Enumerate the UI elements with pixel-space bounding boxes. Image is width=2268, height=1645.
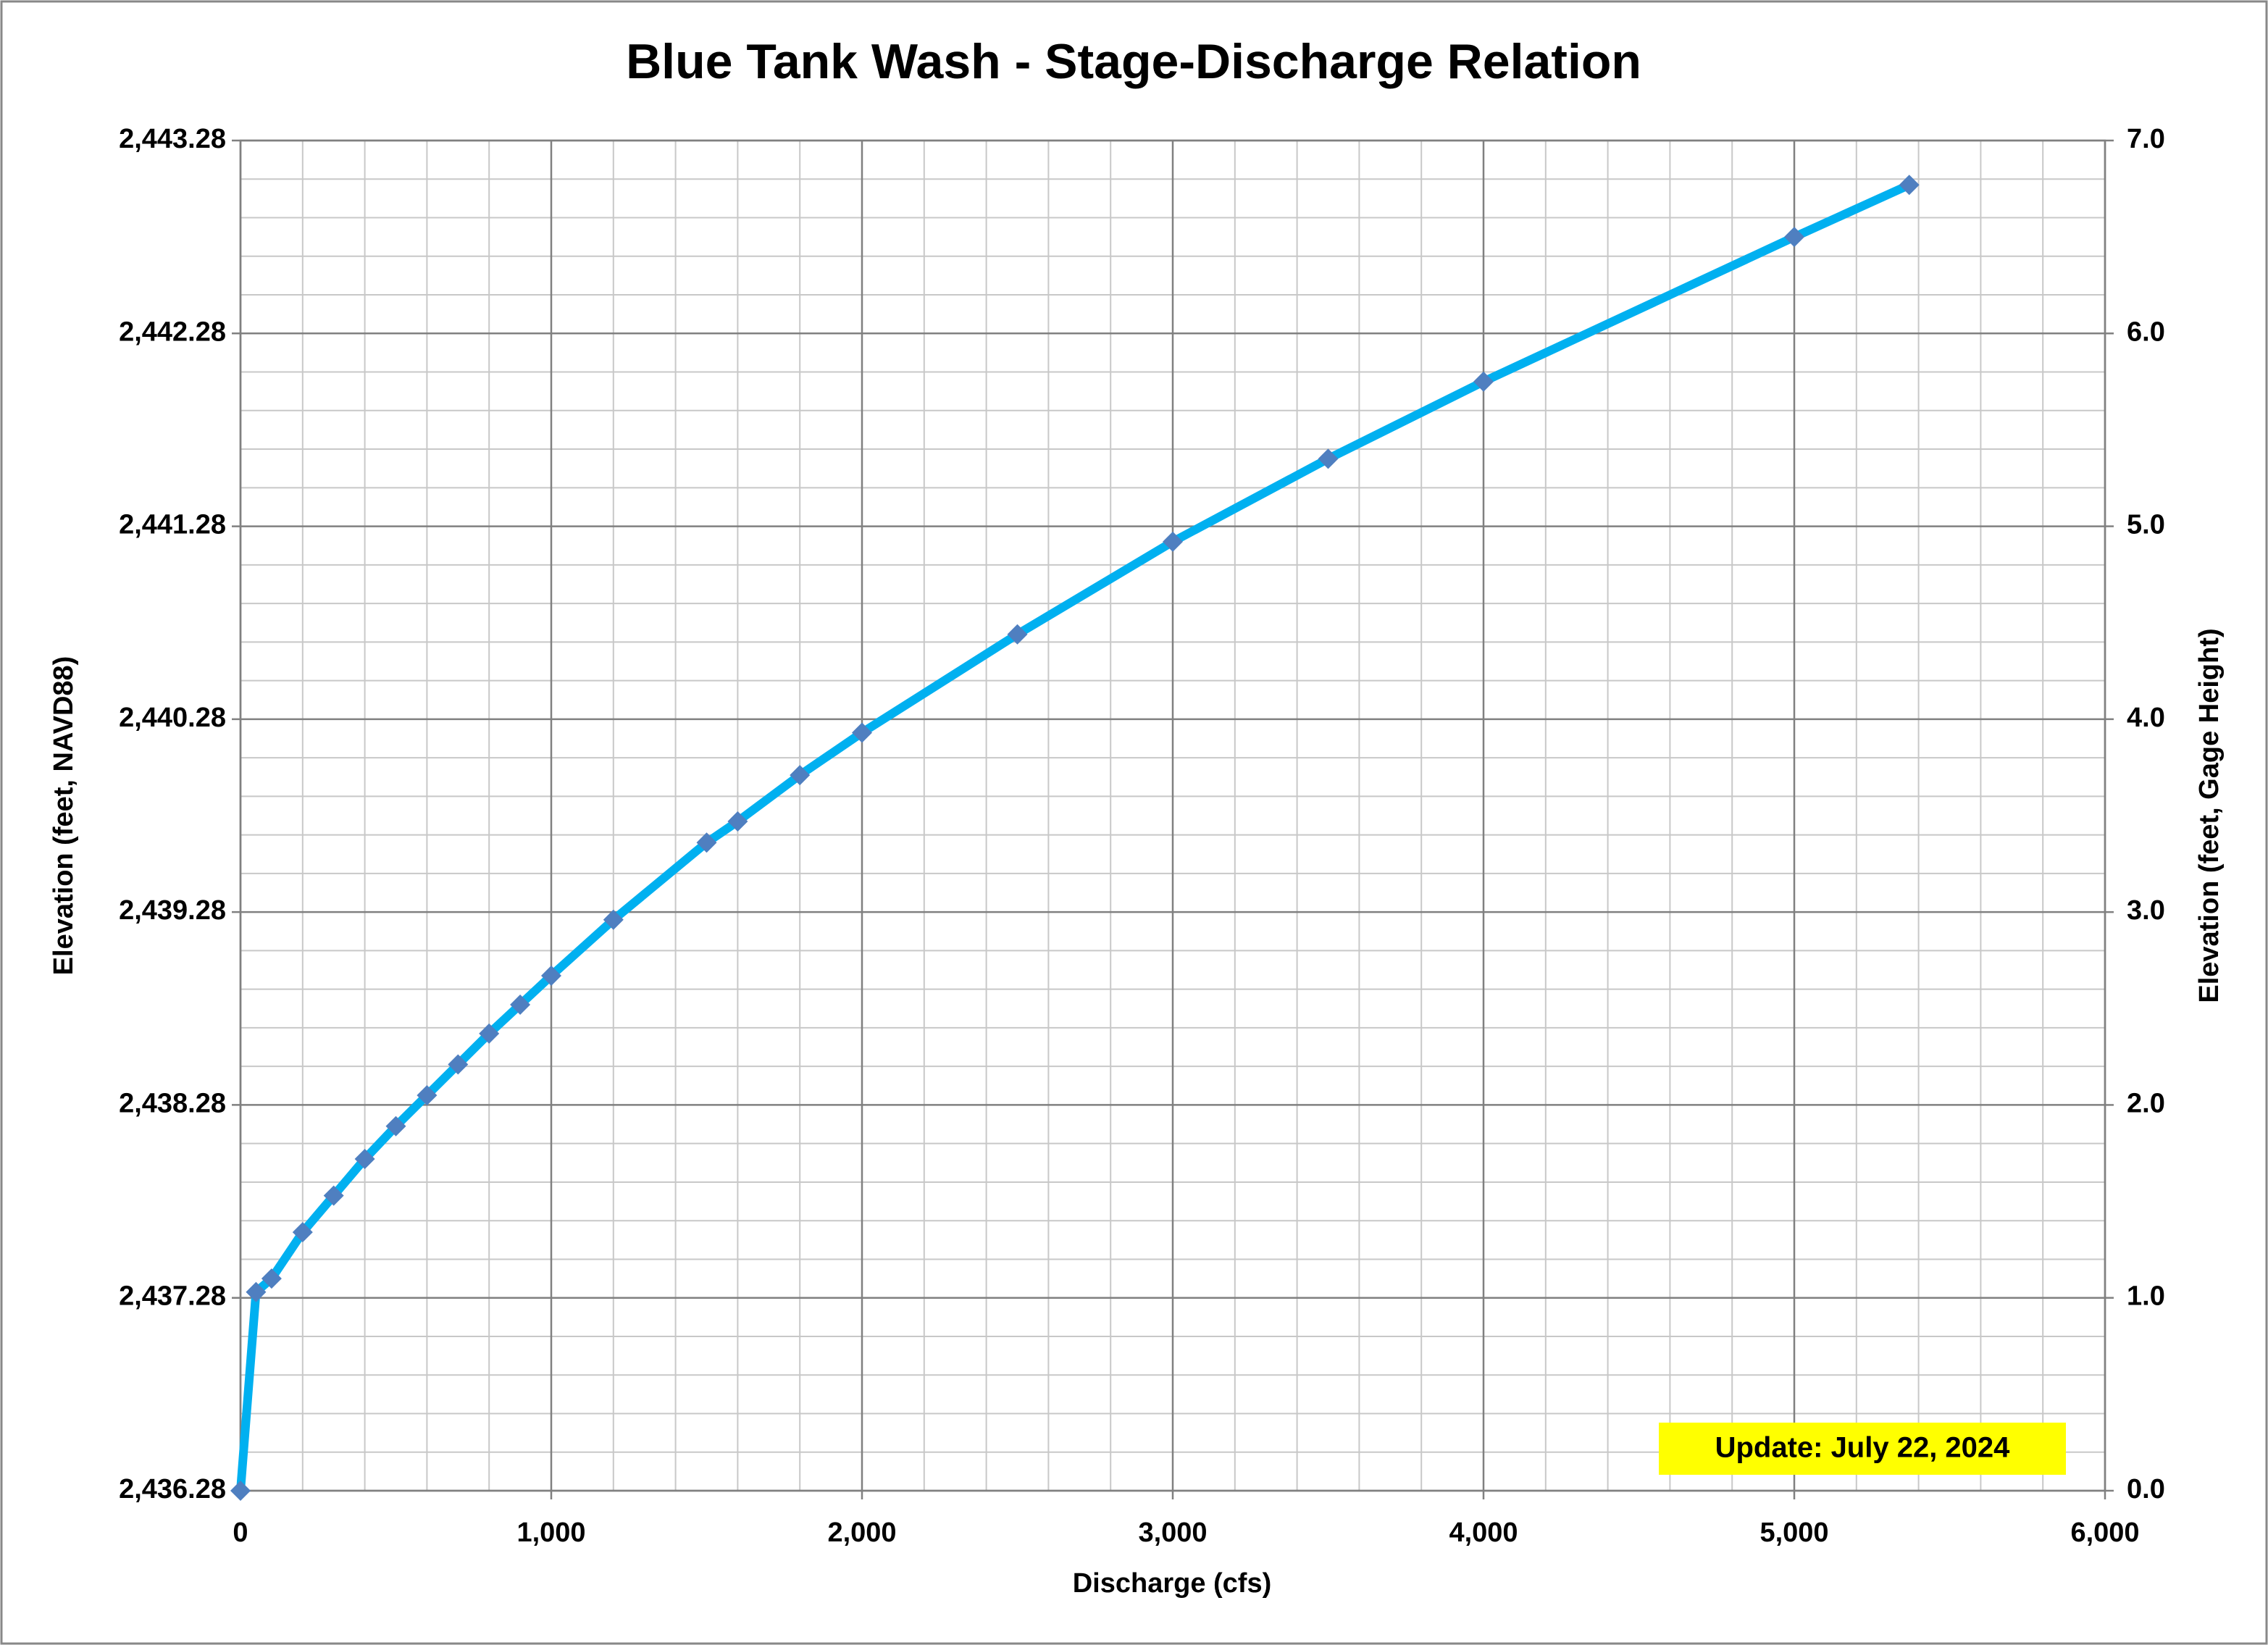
y2-tick-label: 4.0 — [2127, 703, 2165, 733]
y-tick-label: 2,436.28 — [119, 1474, 226, 1504]
y2-tick-label: 7.0 — [2127, 124, 2165, 154]
data-point — [448, 1054, 469, 1075]
grid — [232, 139, 2106, 1499]
y2-tick-label: 1.0 — [2127, 1281, 2165, 1312]
data-point — [790, 765, 811, 786]
x-tick-label: 1,000 — [516, 1518, 585, 1548]
y-tick-label: 2,440.28 — [119, 703, 226, 733]
y-axis-label: Elevation (feet, NAVD88) — [49, 656, 79, 976]
data-point — [1784, 227, 1804, 248]
data-point — [1163, 531, 1183, 552]
data-point — [323, 1185, 344, 1206]
data-point — [1318, 448, 1339, 469]
x-tick-label: 5,000 — [1759, 1518, 1828, 1548]
y-tick-label: 2,438.28 — [119, 1088, 226, 1118]
data-point — [852, 722, 872, 743]
y-tick-label: 2,441.28 — [119, 510, 226, 540]
x-axis-label: Discharge (cfs) — [1073, 1568, 1272, 1599]
annotation-box — [1659, 1423, 2066, 1475]
data-point — [541, 966, 561, 987]
data-point — [354, 1148, 375, 1169]
y-tick-label: 2,442.28 — [119, 317, 226, 347]
y2-tick-label: 2.0 — [2127, 1088, 2165, 1118]
data-point — [603, 909, 624, 930]
y2-tick-label: 3.0 — [2127, 895, 2165, 926]
plot-frame — [239, 139, 2106, 1492]
data-point — [417, 1085, 438, 1106]
x-tick-label: 0 — [233, 1518, 248, 1548]
data-point — [246, 1281, 267, 1302]
y2-tick-label: 0.0 — [2127, 1474, 2165, 1504]
x-tick-label: 2,000 — [827, 1518, 896, 1548]
annotation: Update: July 22, 2024 — [1715, 1432, 2011, 1464]
data-point — [1007, 624, 1028, 645]
data-point — [230, 1481, 251, 1501]
data-point — [696, 832, 717, 853]
data-point — [727, 811, 748, 832]
data-point — [479, 1023, 500, 1044]
y-tick-label: 2,439.28 — [119, 895, 226, 926]
y2-axis-label: Elevation (feet, Gage Height) — [2194, 628, 2225, 1003]
data-point — [510, 994, 531, 1015]
y2-tick-label: 5.0 — [2127, 510, 2165, 540]
x-tick-label: 3,000 — [1138, 1518, 1207, 1548]
data-point — [1899, 175, 1920, 196]
x-tick-label: 4,000 — [1449, 1518, 1518, 1548]
x-tick-label: 6,000 — [2070, 1518, 2139, 1548]
data-point — [1473, 371, 1494, 392]
data-point — [261, 1268, 282, 1289]
data-point — [292, 1222, 313, 1243]
chart-title: Blue Tank Wash - Stage-Discharge Relatio… — [626, 34, 1641, 89]
data-point — [385, 1115, 406, 1137]
y2-tick-label: 6.0 — [2127, 317, 2165, 347]
y-tick-label: 2,437.28 — [119, 1281, 226, 1312]
y-tick-label: 2,443.28 — [119, 124, 226, 154]
